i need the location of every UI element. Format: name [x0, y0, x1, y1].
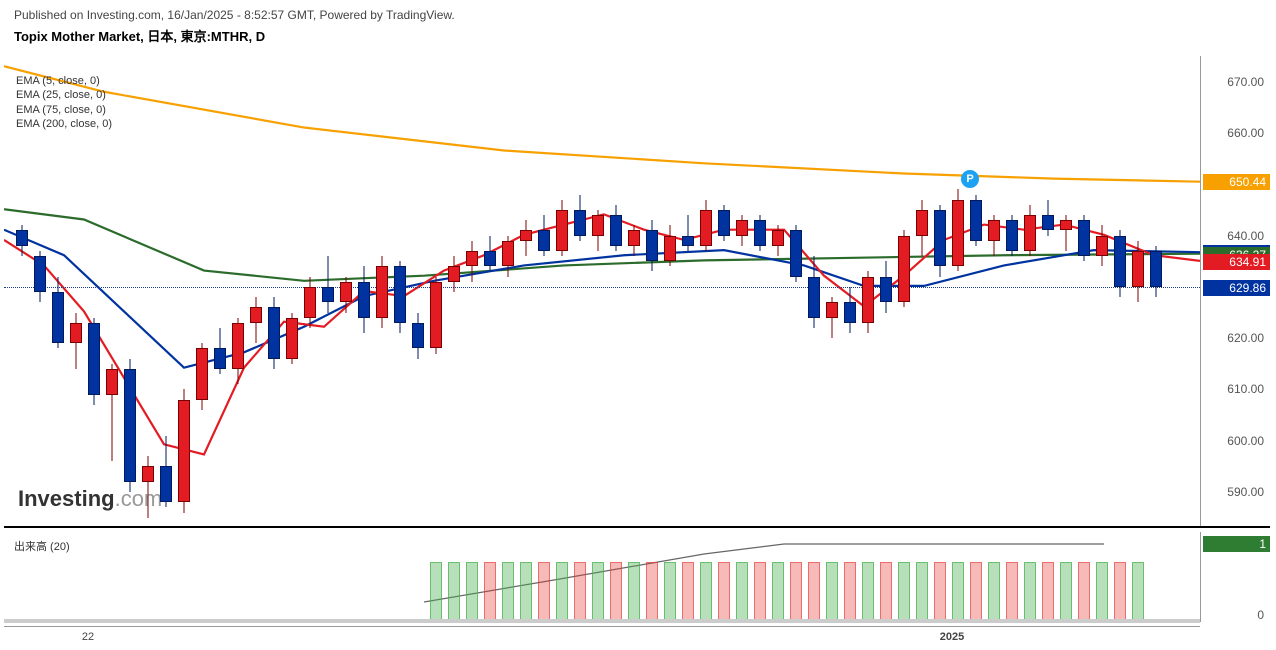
volume-bar — [988, 562, 1000, 620]
volume-bar — [556, 562, 568, 620]
y-tick-label: 620.00 — [1227, 331, 1264, 345]
y-tick-label: 640.00 — [1227, 229, 1264, 243]
volume-bar — [790, 562, 802, 620]
x-tick-label: 2025 — [940, 631, 964, 643]
volume-bar — [448, 562, 460, 620]
y-tick-label: 610.00 — [1227, 382, 1264, 396]
price-y-axis: 590.00600.00610.00620.00630.00640.00650.… — [1200, 56, 1270, 526]
ema25-label: EMA (25, close, 0) — [16, 88, 112, 102]
scroll-track[interactable] — [4, 619, 1200, 623]
x-axis: 22 2025 — [4, 626, 1200, 650]
volume-bar — [826, 562, 838, 620]
price-plot-area[interactable]: EMA (5, close, 0) EMA (25, close, 0) EMA… — [4, 56, 1200, 526]
volume-bar — [466, 562, 478, 620]
ema25-line — [4, 230, 1200, 368]
ema200-line — [4, 66, 1200, 181]
ema5-label: EMA (5, close, 0) — [16, 74, 112, 88]
volume-bar — [538, 562, 550, 620]
volume-bar — [862, 562, 874, 620]
x-tick-label: 22 — [82, 631, 94, 643]
y-tick-label: 590.00 — [1227, 485, 1264, 499]
axis-price-tag: 629.86 — [1203, 280, 1270, 296]
volume-bar — [574, 562, 586, 620]
volume-bar — [1060, 562, 1072, 620]
volume-bar — [592, 562, 604, 620]
publish-info: Published on Investing.com, 16/Jan/2025 … — [0, 0, 1276, 24]
volume-bar — [628, 562, 640, 620]
volume-bar — [1096, 562, 1108, 620]
volume-bar — [880, 562, 892, 620]
volume-bar — [430, 562, 442, 620]
volume-bar — [952, 562, 964, 620]
volume-bar — [502, 562, 514, 620]
volume-bar — [610, 562, 622, 620]
volume-y-axis: 10 — [1200, 532, 1270, 622]
volume-bar — [646, 562, 658, 620]
ema200-label: EMA (200, close, 0) — [16, 117, 112, 131]
volume-bar — [898, 562, 910, 620]
volume-bar — [718, 562, 730, 620]
volume-bar — [700, 562, 712, 620]
volume-bar — [808, 562, 820, 620]
y-tick-label: 670.00 — [1227, 75, 1264, 89]
watermark-suffix: .com — [115, 486, 163, 511]
volume-bar — [754, 562, 766, 620]
volume-bar — [1006, 562, 1018, 620]
volume-zero-label: 0 — [1257, 608, 1264, 622]
y-tick-label: 600.00 — [1227, 434, 1264, 448]
volume-bar — [970, 562, 982, 620]
axis-price-tag: 650.44 — [1203, 174, 1270, 190]
scroll-thumb[interactable] — [4, 619, 1200, 623]
indicator-legend: EMA (5, close, 0) EMA (25, close, 0) EMA… — [16, 74, 112, 131]
volume-bar — [934, 562, 946, 620]
volume-bar — [844, 562, 856, 620]
watermark-brand: Investing — [18, 486, 115, 511]
volume-bar — [520, 562, 532, 620]
volume-bar — [736, 562, 748, 620]
volume-bar — [1114, 562, 1126, 620]
ema75-label: EMA (75, close, 0) — [16, 103, 112, 117]
y-tick-label: 660.00 — [1227, 126, 1264, 140]
volume-bar — [772, 562, 784, 620]
chart-container: EMA (5, close, 0) EMA (25, close, 0) EMA… — [4, 56, 1270, 644]
volume-pane[interactable]: 出来高 (20) 10 — [4, 532, 1270, 622]
volume-bar — [484, 562, 496, 620]
volume-bar — [1042, 562, 1054, 620]
volume-bar — [664, 562, 676, 620]
volume-bar — [682, 562, 694, 620]
p-marker-icon: P — [961, 170, 979, 188]
volume-plot-area[interactable]: 出来高 (20) — [4, 532, 1200, 622]
axis-price-tag: 634.91 — [1203, 254, 1270, 270]
volume-axis-tag: 1 — [1203, 536, 1270, 552]
last-price-line — [4, 287, 1200, 288]
volume-bar — [916, 562, 928, 620]
price-pane[interactable]: EMA (5, close, 0) EMA (25, close, 0) EMA… — [4, 56, 1270, 528]
volume-bar — [1078, 562, 1090, 620]
watermark: Investing.com — [18, 486, 162, 512]
volume-bar — [1024, 562, 1036, 620]
volume-bar — [1132, 562, 1144, 620]
chart-title: Topix Mother Market, 日本, 東京:MTHR, D — [0, 24, 1276, 49]
